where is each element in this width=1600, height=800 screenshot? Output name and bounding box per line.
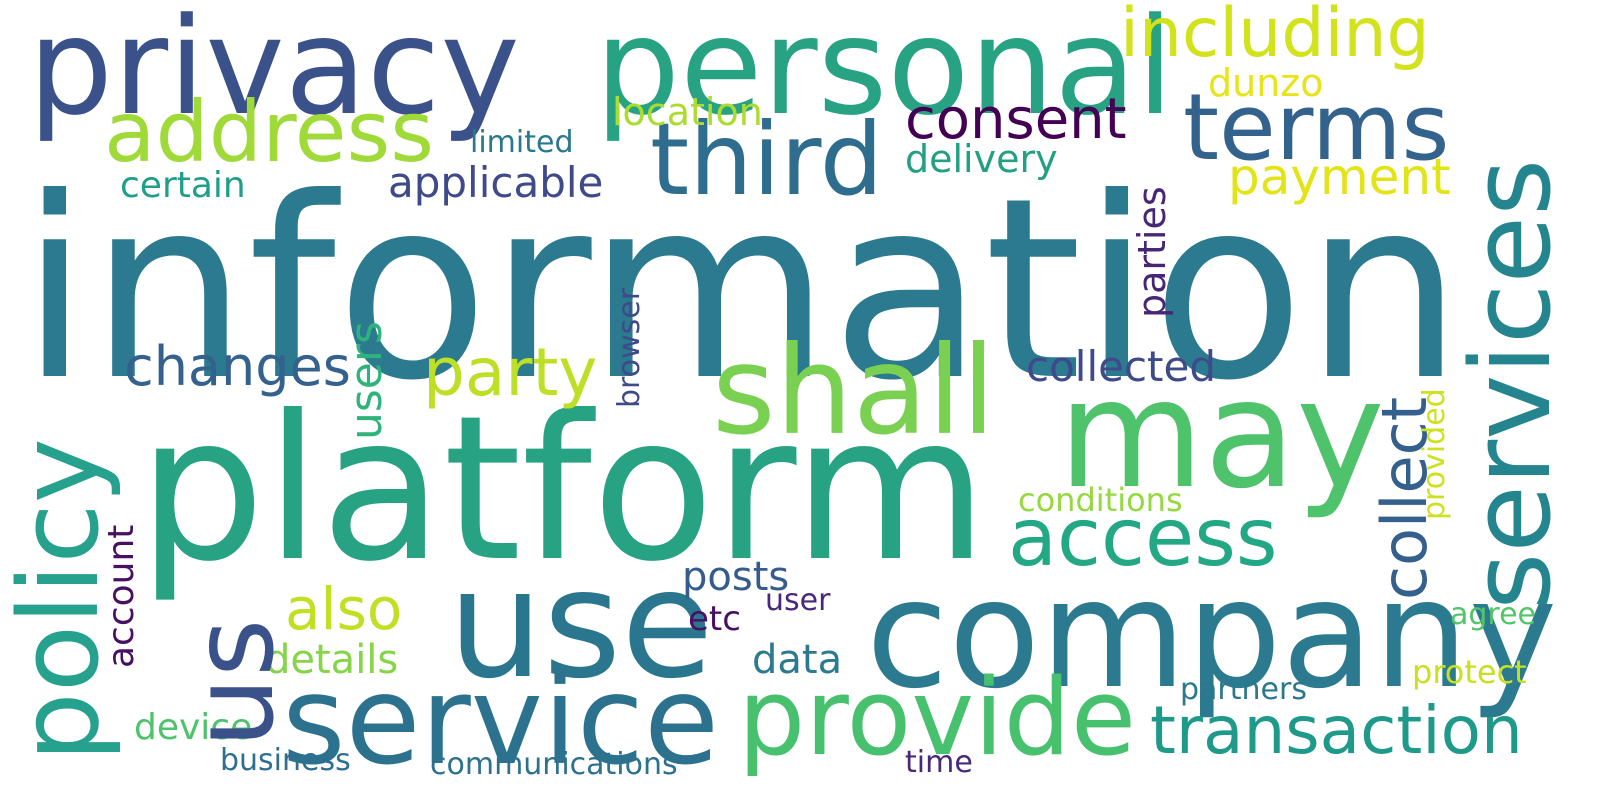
word-parties: parties	[1130, 186, 1174, 318]
word-also: also	[285, 575, 403, 643]
word-may: may	[1058, 348, 1385, 522]
word-consent: consent	[905, 87, 1127, 152]
word-etc: etc	[688, 599, 741, 639]
word-data: data	[752, 637, 843, 683]
word-including: including	[1120, 0, 1430, 73]
word-business: business	[220, 743, 351, 778]
word-details: details	[265, 637, 399, 683]
word-privacy: privacy	[28, 0, 520, 145]
word-platform: platform	[138, 373, 988, 606]
word-browser: browser	[612, 287, 647, 408]
word-time: time	[905, 745, 973, 780]
word-address: address	[104, 83, 435, 181]
word-certain: certain	[120, 165, 246, 206]
word-users: users	[341, 321, 392, 440]
word-changes: changes	[124, 335, 351, 398]
word-personal: personal	[595, 0, 1174, 145]
word-services: services	[1447, 158, 1575, 610]
word-dunzo: dunzo	[1208, 61, 1324, 105]
word-party: party	[423, 334, 598, 411]
word-conditions: conditions	[1018, 481, 1183, 519]
word-collected: collected	[1026, 342, 1217, 391]
word-terms: terms	[1183, 74, 1450, 181]
word-service: service	[282, 650, 720, 792]
word-account: account	[101, 524, 142, 668]
word-policy: policy	[0, 438, 123, 762]
word-shall: shall	[712, 320, 996, 462]
word-transaction: transaction	[1150, 692, 1523, 769]
word-payment: payment	[1228, 148, 1451, 206]
word-use: use	[448, 538, 714, 712]
word-delivery: delivery	[905, 137, 1058, 181]
word-provide: provide	[738, 656, 1137, 779]
word-us: us	[169, 618, 299, 748]
word-user: user	[765, 583, 831, 618]
word-access: access	[1008, 491, 1278, 584]
word-agree: agree	[1450, 597, 1537, 632]
word-posts: posts	[682, 554, 790, 600]
word-location: location	[612, 90, 763, 134]
word-provided: provided	[1417, 388, 1452, 520]
word-protect: protect	[1412, 653, 1527, 691]
word-information: information	[20, 144, 1463, 435]
word-third: third	[650, 101, 884, 218]
word-partners: partners	[1180, 672, 1307, 707]
word-limited: limited	[470, 125, 574, 160]
word-communications: communications	[430, 747, 678, 782]
word-company: company	[866, 548, 1558, 722]
word-applicable: applicable	[388, 158, 604, 207]
word-device: device	[134, 707, 253, 748]
